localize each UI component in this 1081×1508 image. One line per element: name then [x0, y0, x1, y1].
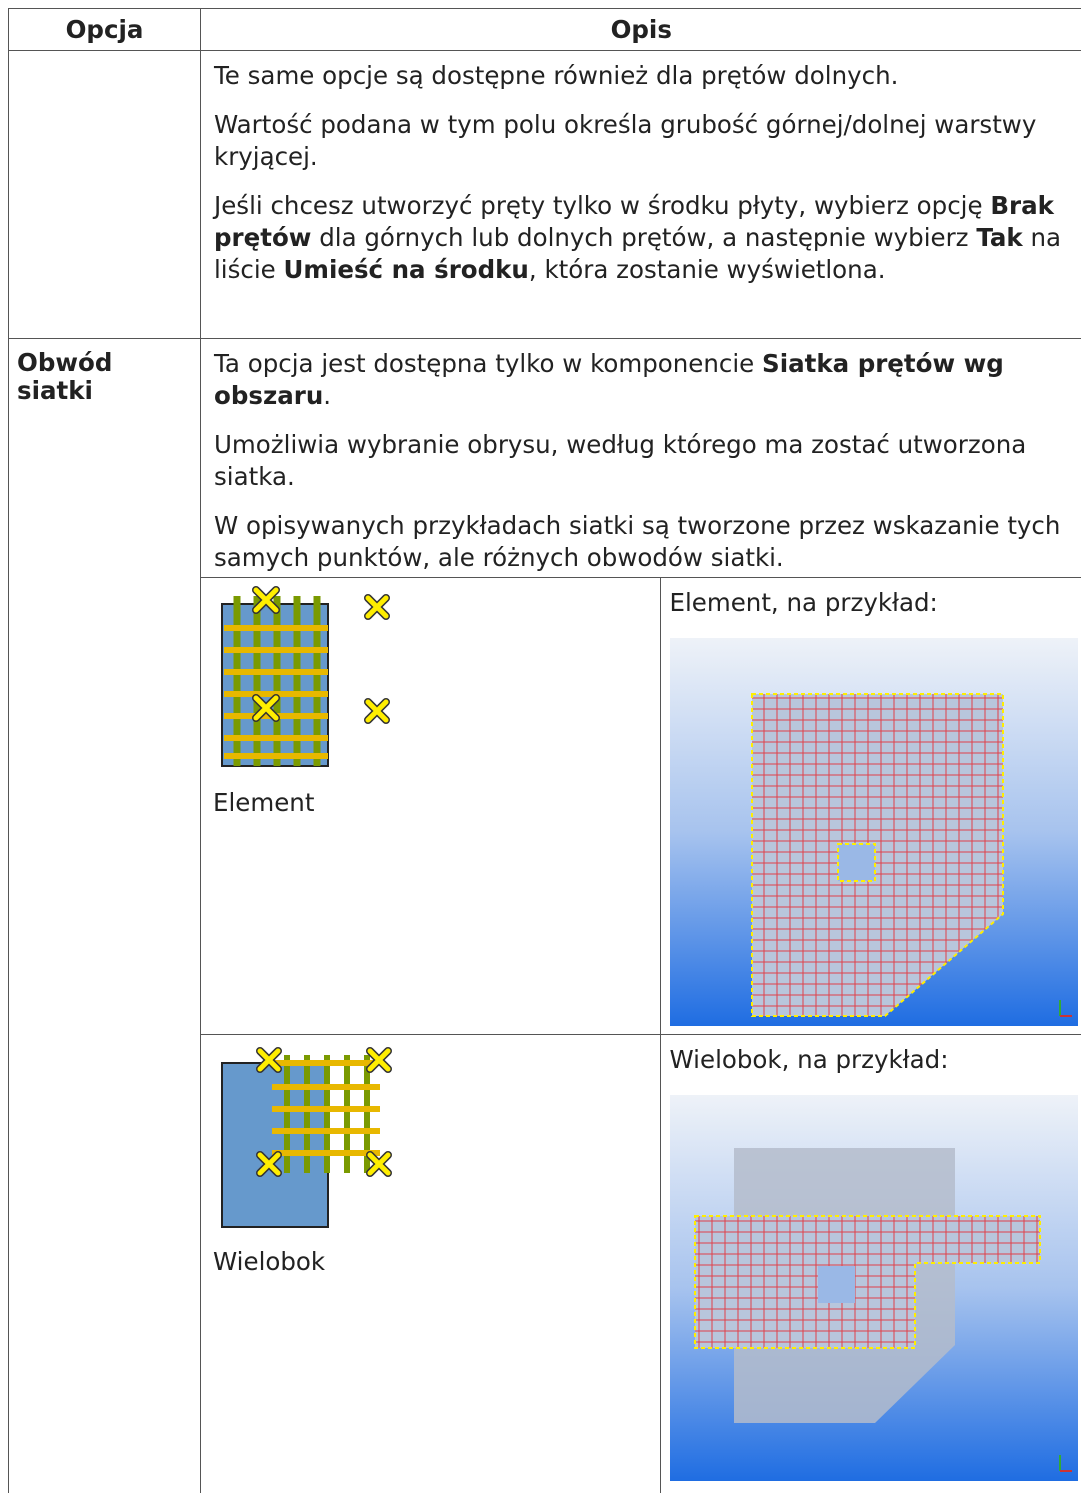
header-description: Opis [200, 8, 1081, 51]
row: Te same opcje są dostępne również dla pr… [8, 50, 1081, 339]
header-option: Opcja [8, 8, 201, 51]
text: , która zostanie wyświetlona. [528, 255, 886, 284]
description: Te same opcje są dostępne również dla pr… [201, 51, 1081, 286]
example-caption: Wielobok, na przykład: [669, 1045, 949, 1074]
options-table: Opcja Opis Te same opcje są dostępne rów… [8, 8, 1081, 1493]
text: Wartość podana w tym polu określa gruboś… [214, 110, 1037, 171]
option-name: Obwód siatki [17, 348, 113, 405]
description-cell: Te same opcje są dostępne również dla pr… [200, 50, 1081, 339]
text: W opisywanych przykładach siatki są twor… [214, 511, 1061, 572]
document: Opcja Opis Te same opcje są dostępne rów… [8, 8, 1081, 1508]
polygon-icon [221, 1047, 392, 1228]
row: Obwód siatki Ta opcja jest dostępna tylk… [8, 338, 1081, 1493]
text: Jeśli chcesz utworzyć pręty tylko w środ… [214, 191, 991, 220]
example-image-cell: Element, na przykład: [660, 577, 1081, 1035]
example-row: Wielobok Wielobok, na przykład: [200, 1034, 1081, 1493]
example-icon-cell: Wielobok [200, 1034, 661, 1493]
text: Te same opcje są dostępne również dla pr… [214, 61, 899, 90]
bold-text: Tak [976, 223, 1023, 252]
example-image-cell: Wielobok, na przykład: [660, 1034, 1081, 1493]
paragraph: W opisywanych przykładach siatki są twor… [214, 510, 1070, 574]
paragraph: Jeśli chcesz utworzyć pręty tylko w środ… [214, 190, 1070, 286]
option-cell: Obwód siatki [8, 338, 201, 1493]
description-cell: Ta opcja jest dostępna tylko w komponenc… [200, 338, 1081, 1493]
text: Umożliwia wybranie obrysu, według któreg… [214, 430, 1027, 491]
bold-text: Siatka prętów wg obszaru [214, 349, 1004, 410]
example-label: Element [213, 788, 315, 817]
example-label: Wielobok [213, 1247, 326, 1276]
element-screenshot [669, 638, 1078, 1026]
paragraph: Ta opcja jest dostępna tylko w komponenc… [214, 348, 1070, 412]
example-caption: Element, na przykład: [669, 588, 938, 617]
bold-text: Umieść na środku [283, 255, 529, 284]
text: Ta opcja jest dostępna tylko w komponenc… [214, 349, 763, 378]
option-cell [8, 50, 201, 339]
text: dla górnych lub dolnych prętów, a następ… [311, 223, 977, 252]
examples-table: Element Element, na przykład: [200, 577, 1081, 1493]
paragraph: Umożliwia wybranie obrysu, według któreg… [214, 429, 1070, 493]
paragraph: Wartość podana w tym polu określa gruboś… [214, 109, 1070, 173]
element-icon [221, 586, 390, 767]
text: na liście [214, 223, 1062, 284]
paragraph: Te same opcje są dostępne również dla pr… [214, 60, 1070, 92]
example-row: Element Element, na przykład: [200, 577, 1081, 1035]
polygon-screenshot [669, 1095, 1078, 1481]
text: . [323, 381, 332, 410]
bold-text: Brak prętów [214, 191, 1054, 252]
example-icon-cell: Element [200, 577, 661, 1035]
description: Ta opcja jest dostępna tylko w komponenc… [201, 339, 1081, 574]
header-row: Opcja Opis [8, 8, 1081, 51]
